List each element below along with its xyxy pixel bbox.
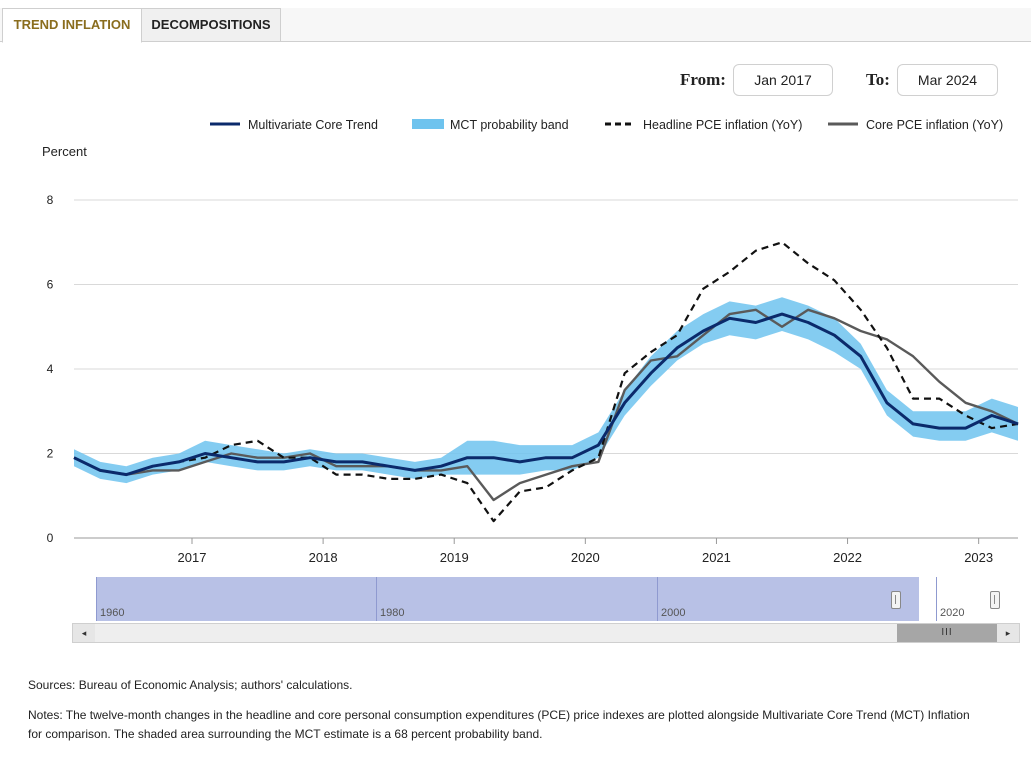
navigator-label-2000: 2000	[661, 607, 686, 619]
mct-line	[73, 312, 1019, 477]
sources-note: Sources: Bureau of Economic Analysis; au…	[28, 678, 353, 692]
navigator-selected-range[interactable]	[96, 577, 919, 621]
legend-mct-band-label: MCT probability band	[450, 118, 569, 132]
y-tick-label: 4	[47, 362, 54, 376]
x-tick-label: 2022	[833, 550, 862, 565]
navigator-divider	[376, 577, 377, 621]
scroll-left-arrow[interactable]: ◂	[73, 624, 95, 642]
x-tick-label: 2018	[309, 550, 338, 565]
scrollbar-thumb[interactable]: III	[897, 624, 997, 642]
x-tick-label: 2020	[571, 550, 600, 565]
x-tick-label: 2023	[964, 550, 993, 565]
series-layer	[73, 241, 1019, 523]
legend-headline-label: Headline PCE inflation (YoY)	[643, 118, 802, 132]
chart: Multivariate Core Trend MCT probability b…	[42, 118, 1019, 565]
notes-text: Notes: The twelve-month changes in the h…	[28, 708, 970, 741]
legend-mct-label: Multivariate Core Trend	[248, 118, 378, 132]
navigator-right-handle[interactable]	[990, 591, 1000, 609]
y-axis-label: Percent	[42, 144, 87, 159]
gridlines	[74, 199, 1018, 539]
from-date-input[interactable]: Jan 2017	[733, 64, 833, 96]
to-label: To:	[866, 70, 890, 89]
core-pce-line	[73, 308, 1019, 502]
to-date-input[interactable]: Mar 2024	[897, 64, 998, 96]
y-tick-label: 2	[47, 447, 54, 461]
navigator-label-1980: 1980	[380, 607, 405, 619]
from-label: From:	[680, 70, 726, 89]
legend-mct-band-swatch	[412, 119, 444, 129]
scroll-right-arrow[interactable]: ▸	[997, 624, 1019, 642]
x-axis-ticks: 2017 2018 2019 2020 2021 2022 2023	[178, 538, 993, 565]
x-tick-label: 2021	[702, 550, 731, 565]
x-tick-label: 2019	[440, 550, 469, 565]
y-axis-ticks: 0 2 4 6 8	[47, 193, 54, 545]
navigator-label-1960: 1960	[100, 607, 125, 619]
tab-bar: TREND INFLATION DECOMPOSITIONS	[0, 8, 1031, 43]
x-tick-label: 2017	[178, 550, 207, 565]
y-tick-label: 8	[47, 193, 54, 207]
legend-core-label: Core PCE inflation (YoY)	[866, 118, 1003, 132]
navigator-divider	[657, 577, 658, 621]
navigator-divider	[96, 577, 97, 621]
navigator-scrollbar[interactable]: ◂ III ▸	[72, 623, 1020, 643]
legend: Multivariate Core Trend MCT probability b…	[210, 118, 1003, 132]
headline-pce-line	[73, 241, 1019, 523]
range-navigator[interactable]: 1960 1980 2000 2020 ◂ III ▸	[72, 577, 1020, 645]
tab-trend-inflation[interactable]: TREND INFLATION	[2, 8, 142, 43]
navigator-label-2020: 2020	[940, 607, 965, 619]
tab-decompositions[interactable]: DECOMPOSITIONS	[141, 8, 281, 42]
navigator-left-handle[interactable]	[891, 591, 901, 609]
y-tick-label: 0	[47, 531, 54, 545]
navigator-divider	[936, 577, 937, 621]
y-tick-label: 6	[47, 278, 54, 292]
